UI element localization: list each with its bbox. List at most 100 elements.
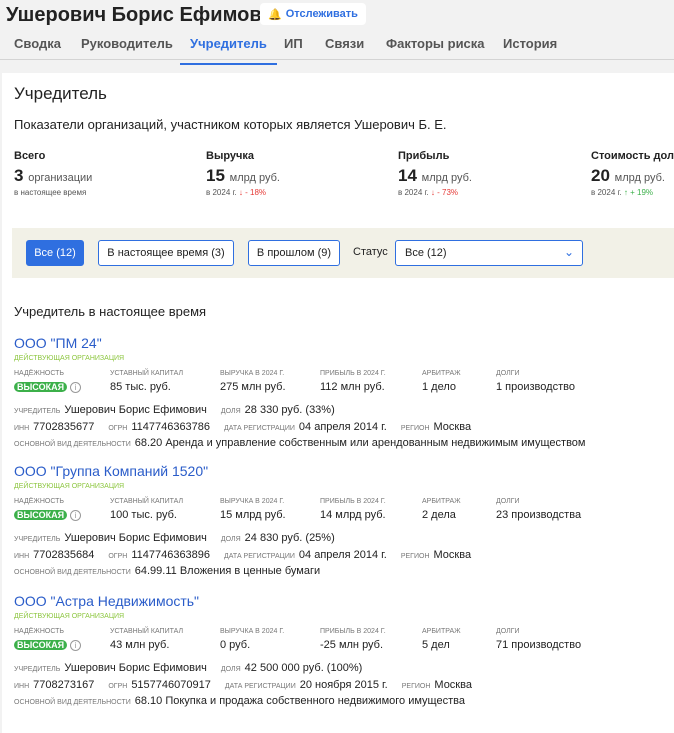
stat-label: Прибыль	[398, 150, 450, 162]
field-label: ОГРН	[108, 553, 128, 560]
tab-history[interactable]: История	[503, 36, 558, 51]
info-icon[interactable]: i	[70, 382, 82, 393]
stat-value: 14	[398, 166, 417, 185]
field-label: Учредитель	[14, 536, 61, 543]
stat-note: в 2024 г.	[398, 188, 429, 197]
okved-row: Основной вид деятельности 68.10 Покупка и…	[14, 695, 479, 707]
tab-ip[interactable]: ИП	[284, 36, 303, 51]
org-profit: Прибыль в 2024 г. 112 млн руб.	[320, 370, 386, 393]
tab-bar: Сводка Руководитель Учредитель ИП Связи …	[0, 30, 674, 65]
stat-total: Всего 3 организации в настоящее время	[14, 150, 92, 197]
okved-row: Основной вид деятельности 64.99.11 Вложен…	[14, 565, 334, 577]
stat-change: + 19%	[630, 188, 654, 197]
tab-summary[interactable]: Сводка	[14, 36, 61, 51]
region-value: Москва	[433, 421, 472, 433]
field-label: Доля	[220, 408, 241, 415]
field-value: 71 производство	[496, 639, 582, 651]
org-name-link[interactable]: ООО "Группа Компаний 1520"	[14, 463, 209, 479]
founder-name: Ушерович Борис Ефимович	[64, 662, 207, 674]
tab-links[interactable]: Связи	[325, 36, 365, 51]
org-capital: Уставный капитал 100 тыс. руб.	[110, 498, 183, 521]
field-label: Регион	[401, 683, 431, 690]
reliability-badge: ВЫСОКАЯ	[14, 382, 68, 392]
org-name-link[interactable]: ООО "Астра Недвижимость"	[14, 593, 200, 609]
region-value: Москва	[433, 549, 472, 561]
field-value: 2 дела	[422, 509, 456, 521]
org-profit: Прибыль в 2024 г. -25 млн руб.	[320, 628, 386, 651]
stat-share-value: Стоимость доле 20 млрд руб. в 2024 г. ↑ …	[591, 150, 674, 197]
info-icon[interactable]: i	[70, 510, 82, 521]
chevron-down-icon: ⌄	[563, 245, 574, 259]
ogrn-value: 5157746070917	[131, 679, 211, 691]
field-value: 15 млрд руб.	[220, 509, 286, 521]
tab-founder[interactable]: Учредитель	[180, 36, 277, 65]
status-select[interactable]: Все (12) ⌄	[395, 240, 583, 266]
org-debts: Долги 23 производства	[496, 498, 581, 521]
org-revenue: Выручка в 2024 г. 15 млрд руб.	[220, 498, 286, 521]
filter-current-button[interactable]: В настоящее время (3)	[98, 240, 234, 266]
reliability-badge: ВЫСОКАЯ	[14, 510, 68, 520]
okved-value: 64.99.11 Вложения в ценные бумаги	[134, 565, 321, 577]
share-value: 24 830 руб. (25%)	[244, 532, 335, 544]
field-label: Регион	[400, 425, 430, 432]
tab-risk-factors[interactable]: Факторы риска	[386, 36, 485, 51]
tab-director[interactable]: Руководитель	[81, 36, 173, 51]
field-value: 100 тыс. руб.	[110, 509, 177, 521]
org-arbitr: Арбитраж 2 дела	[422, 498, 461, 521]
field-label: Надёжность	[14, 370, 65, 377]
founder-name: Ушерович Борис Ефимович	[64, 404, 207, 416]
stat-unit: млрд руб.	[229, 172, 280, 184]
okved-value: 68.10 Покупка и продажа собственного нед…	[134, 695, 465, 707]
arrow-down-icon: ↓	[430, 188, 435, 197]
founder-row: Учредитель Ушерович Борис Ефимович Доля 24 …	[14, 532, 349, 544]
field-label: Основной вид деятельности	[14, 699, 131, 706]
field-label: Долги	[496, 498, 520, 505]
field-label: ОГРН	[108, 425, 128, 432]
status-label: Статус	[353, 246, 388, 258]
field-label: Прибыль в 2024 г.	[320, 498, 386, 505]
registry-row: ИНН 7702835684 ОГРН 1147746363896 Дата регис…	[14, 549, 485, 561]
org-card: ООО "ПМ 24" Действующая организация Надё…	[14, 335, 674, 460]
inn-value: 7702835684	[33, 549, 95, 561]
org-status: Действующая организация	[14, 483, 125, 490]
ogrn-value: 1147746363896	[131, 549, 211, 561]
field-value: 23 производства	[496, 509, 582, 521]
filter-past-button[interactable]: В прошлом (9)	[248, 240, 340, 266]
track-button[interactable]: 🔔 Отслеживать	[260, 3, 366, 25]
stat-note: в 2024 г.	[206, 188, 237, 197]
org-profit: Прибыль в 2024 г. 14 млрд руб.	[320, 498, 386, 521]
org-revenue: Выручка в 2024 г. 0 руб.	[220, 628, 284, 651]
field-label: ИНН	[14, 683, 30, 690]
share-value: 28 330 руб. (33%)	[244, 404, 335, 416]
field-label: Доля	[220, 666, 241, 673]
stat-label: Выручка	[206, 150, 255, 162]
field-value: 0 руб.	[220, 639, 251, 651]
region-value: Москва	[434, 679, 472, 691]
field-label: Учредитель	[14, 408, 61, 415]
stat-value: 20	[591, 166, 610, 185]
filter-all-button[interactable]: Все (12)	[26, 240, 84, 266]
org-name-link[interactable]: ООО "ПМ 24"	[14, 335, 102, 351]
field-label: Надёжность	[14, 628, 65, 635]
field-label: Прибыль в 2024 г.	[320, 370, 386, 377]
info-icon[interactable]: i	[70, 640, 82, 651]
org-status: Действующая организация	[14, 355, 125, 362]
reg-date-value: 20 ноября 2015 г.	[299, 679, 388, 691]
stat-label: Всего	[14, 150, 46, 162]
stat-profit: Прибыль 14 млрд руб. в 2024 г. ↓ - 73%	[398, 150, 472, 197]
field-label: Выручка в 2024 г.	[220, 498, 285, 505]
org-arbitr: Арбитраж 1 дело	[422, 370, 461, 393]
field-label: ИНН	[14, 425, 30, 432]
arrow-up-icon: ↑	[623, 188, 628, 197]
field-label: Уставный капитал	[110, 370, 184, 377]
field-label: Арбитраж	[422, 628, 461, 635]
org-arbitr: Арбитраж 5 дел	[422, 628, 461, 651]
field-value: -25 млн руб.	[320, 639, 384, 651]
field-label: Основной вид деятельности	[14, 441, 131, 448]
bell-icon: 🔔	[268, 8, 282, 21]
field-label: ОГРН	[108, 683, 128, 690]
org-card: ООО "Группа Компаний 1520" Действующая о…	[14, 463, 674, 588]
reg-date-value: 04 апреля 2014 г.	[298, 549, 387, 561]
field-value: 1 производство	[496, 381, 575, 393]
founder-row: Учредитель Ушерович Борис Ефимович Доля 28 …	[14, 404, 349, 416]
